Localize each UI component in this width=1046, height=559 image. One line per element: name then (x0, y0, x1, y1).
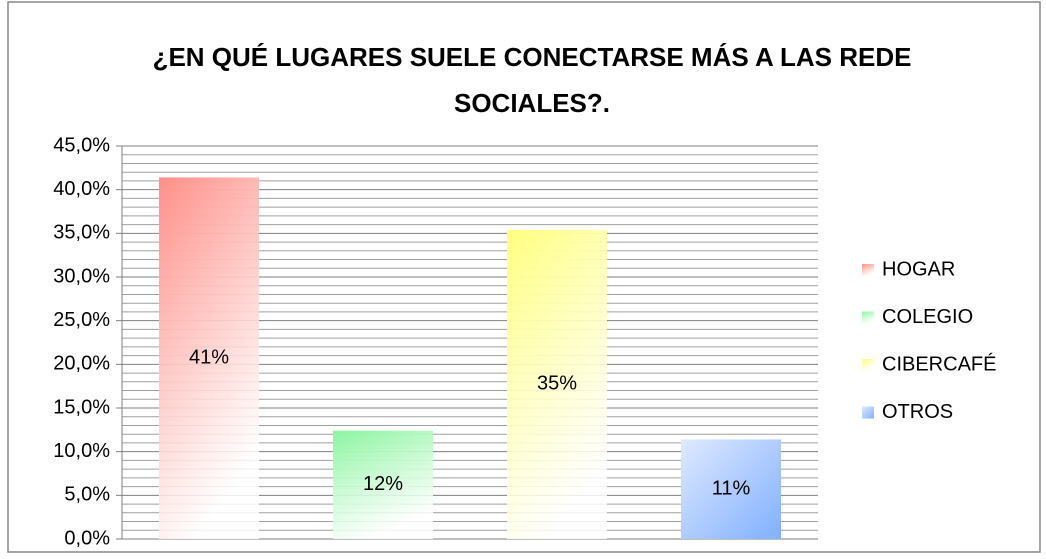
y-tick-label: 40,0% (53, 178, 110, 200)
y-tick-label: 35,0% (53, 222, 110, 244)
y-tick-label: 15,0% (53, 396, 110, 418)
bar (333, 430, 433, 539)
legend-label: COLEGIO (882, 306, 973, 328)
data-label: 11% (712, 478, 751, 500)
y-tick-label: 5,0% (64, 484, 110, 506)
bar (681, 439, 781, 539)
bar (159, 177, 259, 539)
data-label: 41% (189, 347, 229, 369)
data-label: 12% (363, 473, 403, 495)
legend-swatch (862, 264, 874, 276)
legend-swatch (862, 311, 874, 324)
legend-label: OTROS (882, 401, 953, 423)
legend-swatch (862, 406, 874, 419)
data-label: 35% (537, 373, 577, 395)
y-tick-label: 20,0% (53, 353, 110, 375)
y-tick-label: 30,0% (53, 265, 110, 287)
chart-title: ¿EN QUÉ LUGARES SUELE CONECTARSE MÁS A L… (152, 42, 912, 118)
legend-swatch (862, 359, 874, 371)
y-tick-label: 45,0% (53, 134, 110, 156)
y-tick-label: 10,0% (53, 440, 110, 462)
legend-label: HOGAR (882, 258, 955, 280)
bar (507, 229, 607, 539)
legend-label: CIBERCAFÉ (882, 352, 996, 375)
y-tick-label: 0,0% (64, 527, 110, 549)
y-tick-label: 25,0% (53, 309, 110, 331)
